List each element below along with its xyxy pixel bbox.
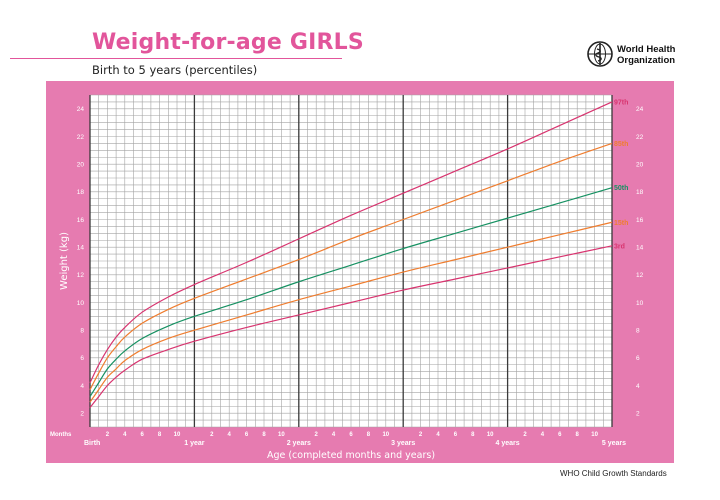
y-tick-label-right: 24 bbox=[636, 106, 644, 113]
percentile-curve-3rd bbox=[89, 245, 613, 409]
month-tick-label: 2 bbox=[210, 432, 214, 438]
month-tick-label: 10 bbox=[591, 432, 598, 438]
month-tick-label: 2 bbox=[419, 432, 423, 438]
y-tick-label-right: 8 bbox=[636, 327, 640, 334]
percentile-label-3rd: 3rd bbox=[614, 243, 625, 250]
month-tick-label: 8 bbox=[471, 432, 475, 438]
month-tick-label: 2 bbox=[106, 432, 110, 438]
month-tick-label: 4 bbox=[436, 432, 440, 438]
x-axis-title: Age (completed months and years) bbox=[267, 450, 435, 461]
year-label: 4 years bbox=[496, 440, 520, 447]
y-tick-label-right: 14 bbox=[636, 244, 644, 251]
grid-lines bbox=[89, 94, 613, 428]
who-name-line1: World Health bbox=[617, 44, 676, 55]
month-tick-label: 4 bbox=[123, 432, 127, 438]
month-tick-label: 6 bbox=[141, 432, 145, 438]
y-tick-label-right: 18 bbox=[636, 189, 644, 196]
x-unit-label: Months bbox=[50, 432, 72, 438]
y-tick-label-left: 6 bbox=[80, 355, 84, 362]
month-tick-label: 6 bbox=[245, 432, 249, 438]
month-tick-label: 6 bbox=[349, 432, 353, 438]
who-logo: World Health Organization bbox=[587, 41, 687, 69]
month-tick-label: 8 bbox=[576, 432, 580, 438]
y-tick-label-right: 2 bbox=[636, 410, 640, 417]
month-tick-label: 8 bbox=[262, 432, 266, 438]
chart-subtitle: Birth to 5 years (percentiles) bbox=[92, 63, 258, 77]
year-labels: Birth 1 year 2 years 3 years 4 years 5 years bbox=[84, 440, 626, 447]
y-axis-title: Weight (kg) bbox=[59, 232, 70, 290]
year-label: 5 years bbox=[602, 440, 626, 447]
percentile-label-50th: 50th bbox=[614, 185, 628, 192]
chart-title: Weight-for-age GIRLS bbox=[92, 30, 364, 55]
y-tick-label-left: 8 bbox=[80, 327, 84, 334]
y-tick-label-right: 12 bbox=[636, 272, 644, 279]
percentile-curve-50th bbox=[89, 187, 613, 397]
percentile-curve-97th bbox=[89, 101, 613, 383]
month-tick-label: 4 bbox=[541, 432, 545, 438]
y-tick-label-left: 14 bbox=[77, 244, 85, 251]
y-tick-label-left: 16 bbox=[77, 217, 85, 224]
month-tick-label: 6 bbox=[558, 432, 562, 438]
y-tick-label-left: 24 bbox=[77, 106, 85, 113]
month-tick-label: 4 bbox=[228, 432, 232, 438]
percentile-labels: 97th 85th 50th 15th 3rd bbox=[614, 99, 628, 250]
month-tick-label: 4 bbox=[332, 432, 336, 438]
year-label: 1 year bbox=[184, 440, 205, 447]
who-name: World Health Organization bbox=[617, 44, 675, 66]
y-tick-label-right: 20 bbox=[636, 161, 644, 168]
month-tick-label: 10 bbox=[487, 432, 494, 438]
month-tick-label: 10 bbox=[382, 432, 389, 438]
y-tick-label-left: 4 bbox=[80, 383, 84, 390]
percentile-label-85th: 85th bbox=[614, 141, 628, 148]
month-tick-labels: 2 4 6 8 10 2 4 6 8 10 2 4 6 8 10 2 4 6 8 10 2 4 6 8 10 bbox=[106, 432, 599, 438]
month-tick-label: 10 bbox=[174, 432, 181, 438]
footer-source: WHO Child Growth Standards bbox=[560, 469, 667, 478]
month-tick-label: 2 bbox=[315, 432, 319, 438]
who-emblem-icon bbox=[587, 41, 613, 67]
y-tick-label-left: 22 bbox=[77, 134, 85, 141]
year-label: Birth bbox=[84, 440, 100, 447]
who-name-line2: Organization bbox=[617, 55, 676, 66]
percentile-curve-15th bbox=[89, 221, 613, 403]
month-tick-label: 10 bbox=[278, 432, 285, 438]
percentile-label-15th: 15th bbox=[614, 220, 628, 227]
year-label: 2 years bbox=[287, 440, 311, 447]
y-tick-label-left: 12 bbox=[77, 272, 85, 279]
y-tick-label-left: 18 bbox=[77, 189, 85, 196]
y-tick-label-left: 20 bbox=[77, 161, 85, 168]
year-label: 3 years bbox=[391, 440, 415, 447]
month-tick-label: 6 bbox=[454, 432, 458, 438]
y-tick-label-right: 6 bbox=[636, 355, 640, 362]
y-tick-label-left: 10 bbox=[77, 300, 85, 307]
month-tick-label: 2 bbox=[523, 432, 527, 438]
percentile-curves bbox=[89, 101, 613, 409]
y-tick-label-right: 22 bbox=[636, 134, 644, 141]
y-tick-label-right: 4 bbox=[636, 383, 640, 390]
title-underline bbox=[10, 58, 342, 59]
y-tick-label-right: 10 bbox=[636, 300, 644, 307]
month-tick-label: 8 bbox=[367, 432, 371, 438]
percentile-label-97th: 97th bbox=[614, 99, 628, 106]
y-tick-label-left: 2 bbox=[80, 410, 84, 417]
month-tick-label: 8 bbox=[158, 432, 162, 438]
y-tick-label-right: 16 bbox=[636, 217, 644, 224]
percentile-curve-85th bbox=[89, 142, 613, 390]
